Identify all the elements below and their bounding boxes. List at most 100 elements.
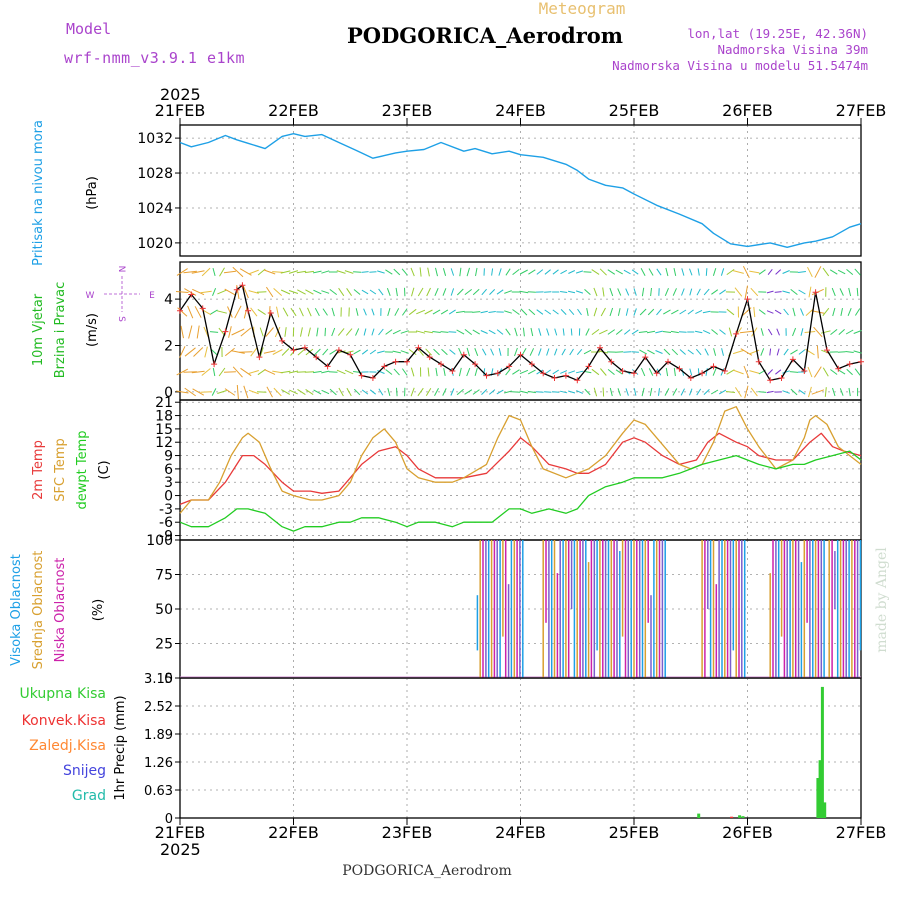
wind-marker: [665, 358, 671, 365]
wind-arrow: [615, 369, 623, 375]
wind-marker: [222, 328, 229, 335]
wind-arrow: [464, 389, 473, 395]
wind-arrow: [400, 350, 409, 354]
wind-arrow: [296, 371, 307, 373]
wind-marker: [755, 358, 762, 365]
wind-arrow: [536, 269, 544, 275]
wind-arrow: [512, 269, 520, 275]
wind-arrow: [602, 287, 605, 297]
wind-arrow: [344, 369, 354, 375]
wind-arrow: [575, 270, 584, 274]
wind-arrow: [443, 368, 446, 376]
wind-arrow: [593, 307, 598, 317]
wind-arrow: [488, 389, 496, 395]
wind-arrow: [846, 368, 853, 376]
wind-arrow: [481, 288, 487, 296]
wind-arrow: [554, 348, 558, 356]
wind-arrow: [546, 328, 550, 336]
wind-arrow: [623, 269, 631, 275]
wind-arrow: [798, 349, 806, 355]
time-label-bottom: 22FEB: [268, 823, 319, 842]
wind-arrow: [696, 388, 702, 396]
wind-arrow: [750, 287, 759, 297]
wind-arrow: [519, 269, 528, 275]
wind-arrow: [424, 309, 433, 315]
wind-arrow: [442, 268, 447, 276]
wind-arrow: [554, 328, 558, 336]
ytick-label: 50: [155, 602, 173, 618]
wind-arrow: [585, 328, 590, 336]
wind-arrow: [734, 387, 742, 397]
wind-arrow: [529, 348, 535, 356]
wind-marker: [245, 307, 252, 314]
ytick-label: 1032: [137, 131, 173, 147]
wind-arrow: [355, 308, 359, 316]
wind-arrow: [837, 269, 846, 275]
wind-arrow: [385, 269, 393, 275]
wind-arrow: [498, 268, 502, 276]
wind-arrow: [689, 388, 693, 396]
wind-arrow: [528, 269, 536, 275]
wind-arrow: [854, 268, 861, 276]
wind-marker: [846, 361, 853, 368]
wind-arrow: [296, 270, 307, 274]
wind-arrow: [378, 288, 384, 296]
ytick-label: 0.63: [144, 784, 173, 799]
wind-arrow: [719, 329, 726, 335]
wind-arrow: [496, 389, 504, 395]
wind-arrow: [584, 289, 591, 295]
wind-arrow: [519, 390, 529, 394]
wind-arrow: [504, 290, 512, 294]
wind-arrow: [196, 325, 200, 339]
wind-arrow: [568, 370, 576, 374]
ytick-label: 25: [155, 637, 173, 653]
wind-arrow: [265, 327, 274, 337]
precip-total-bar: [738, 815, 742, 818]
wind-marker: [358, 372, 365, 379]
wind-arrow: [250, 347, 258, 357]
wind-arrow: [782, 270, 790, 274]
precip-label-conv: Konvek.Kisa: [22, 713, 106, 729]
wind-arrow: [721, 348, 724, 356]
wind-arrow: [678, 331, 687, 333]
wind-arrow: [658, 388, 660, 396]
wind-arrow: [600, 307, 606, 317]
wind-arrow: [472, 288, 480, 296]
wind-arrow: [538, 348, 542, 356]
wind-arrow: [591, 328, 600, 336]
wind-arrow: [417, 287, 424, 297]
wind-arrow: [474, 367, 478, 377]
wind-arrow: [822, 367, 829, 377]
wind-arrow: [363, 328, 367, 336]
wind-arrow: [371, 328, 375, 336]
wind-arrow: [607, 369, 615, 375]
wind-arrow: [767, 328, 773, 336]
wind-arrow: [665, 367, 669, 377]
wind-arrow: [552, 269, 559, 275]
wind-marker: [619, 368, 626, 374]
wind-arrow: [289, 389, 298, 395]
wind-arrow: [648, 368, 654, 376]
wind-arrow: [568, 308, 575, 316]
wind-arrow: [410, 387, 415, 397]
wind-arrow: [257, 268, 266, 276]
time-label-bottom: 27FEB: [836, 823, 887, 842]
wind-arrow: [464, 329, 473, 335]
wind-arrow: [530, 327, 534, 337]
wind-arrow: [480, 310, 488, 314]
wind-arrow: [392, 329, 401, 335]
wind-arrow: [822, 307, 830, 317]
precip-total-bar: [823, 802, 827, 818]
wind-arrow: [175, 291, 189, 293]
wind-arrow: [363, 308, 367, 316]
wind-arrow: [568, 270, 576, 274]
wind-arrow: [854, 308, 861, 316]
wind-arrow: [427, 367, 430, 377]
wind-arrow: [829, 269, 838, 275]
wind-arrow: [586, 308, 589, 316]
wind-arrow: [313, 348, 321, 356]
wind-arrow: [702, 310, 711, 314]
wind-arrow: [527, 390, 536, 394]
wind-arrow: [670, 330, 679, 334]
